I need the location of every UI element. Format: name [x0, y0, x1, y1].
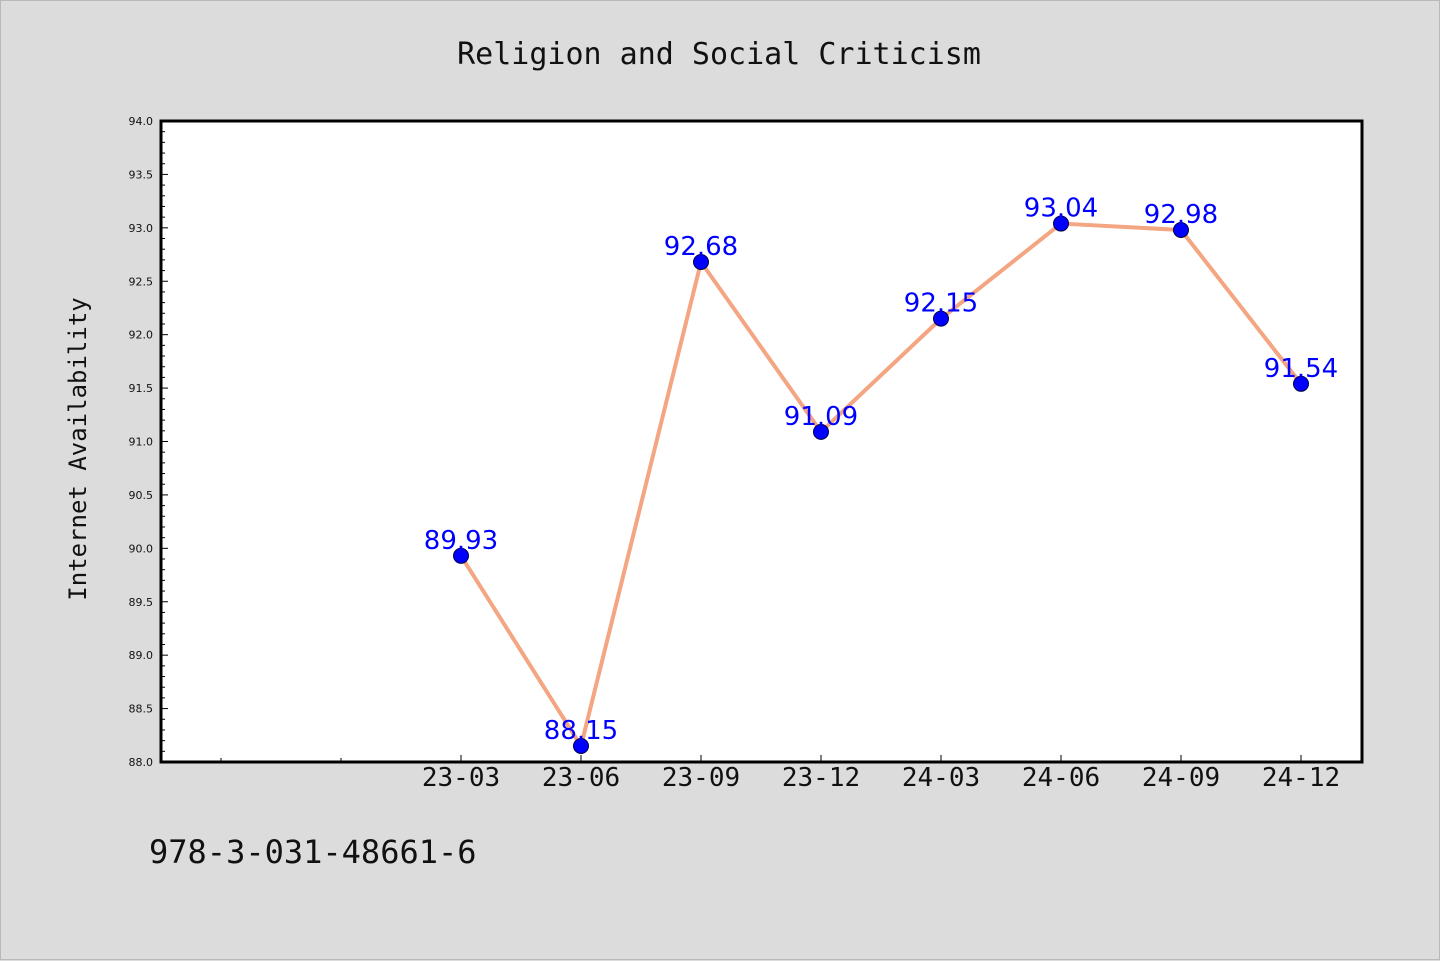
data-label: 92.98 — [1144, 200, 1218, 230]
data-label: 88.15 — [544, 716, 618, 746]
y-tick-label: 90.5 — [129, 489, 154, 502]
data-point — [453, 547, 469, 564]
data-point — [693, 254, 709, 271]
data-label: 92.15 — [904, 289, 978, 319]
y-tick-label: 91.0 — [129, 436, 154, 449]
x-tick-label: 24-03 — [902, 763, 980, 793]
data-point — [573, 737, 589, 754]
y-tick-label: 89.5 — [129, 596, 154, 609]
data-point — [933, 310, 949, 327]
y-tick-label: 93.0 — [129, 222, 154, 235]
isbn-text: 978-3-031-48661-6 — [149, 833, 477, 871]
y-tick-label: 92.0 — [129, 329, 154, 342]
x-tick-label: 24-12 — [1262, 763, 1340, 793]
y-tick-label: 88.0 — [129, 756, 154, 769]
data-point — [1173, 221, 1189, 238]
data-labels: 89.93 88.15 92.68 91.09 92.15 93.04 92.98 91.54 — [424, 194, 1338, 746]
y-tick-label: 90.0 — [129, 542, 154, 555]
y-tick-label: 92.5 — [129, 275, 154, 288]
x-tick-label: 23-09 — [662, 763, 740, 793]
x-tick-label: 23-03 — [422, 763, 500, 793]
data-label: 89.93 — [424, 526, 498, 556]
y-tick-label: 88.5 — [129, 703, 154, 716]
data-label: 91.54 — [1264, 354, 1338, 384]
x-tick-label: 23-06 — [542, 763, 620, 793]
chart-title: Religion and Social Criticism — [457, 37, 981, 72]
data-point — [1293, 375, 1309, 392]
data-label: 91.09 — [784, 402, 858, 432]
data-label: 92.68 — [664, 232, 738, 262]
x-tick-label: 23-12 — [782, 763, 860, 793]
x-axis: 23-03 23-06 23-09 23-12 24-03 24-06 24-09 24-12 — [220, 755, 1340, 793]
x-tick-label: 24-06 — [1022, 763, 1100, 793]
data-point — [813, 423, 829, 440]
y-tick-label: 89.0 — [129, 649, 154, 662]
y-axis: 88.0 88.5 89.0 89.5 90.0 90.5 91.0 91.5 92.0 92.5… — [129, 115, 168, 769]
y-tick-label: 91.5 — [129, 382, 154, 395]
x-tick-label: 24-09 — [1142, 763, 1220, 793]
series-line — [459, 221, 1303, 748]
data-label: 93.04 — [1024, 194, 1098, 224]
y-axis-label: Internet Availability — [64, 297, 92, 600]
series-markers — [453, 215, 1309, 754]
y-tick-label: 94.0 — [129, 115, 154, 128]
data-point — [1053, 215, 1069, 232]
y-tick-label: 93.5 — [129, 168, 154, 181]
